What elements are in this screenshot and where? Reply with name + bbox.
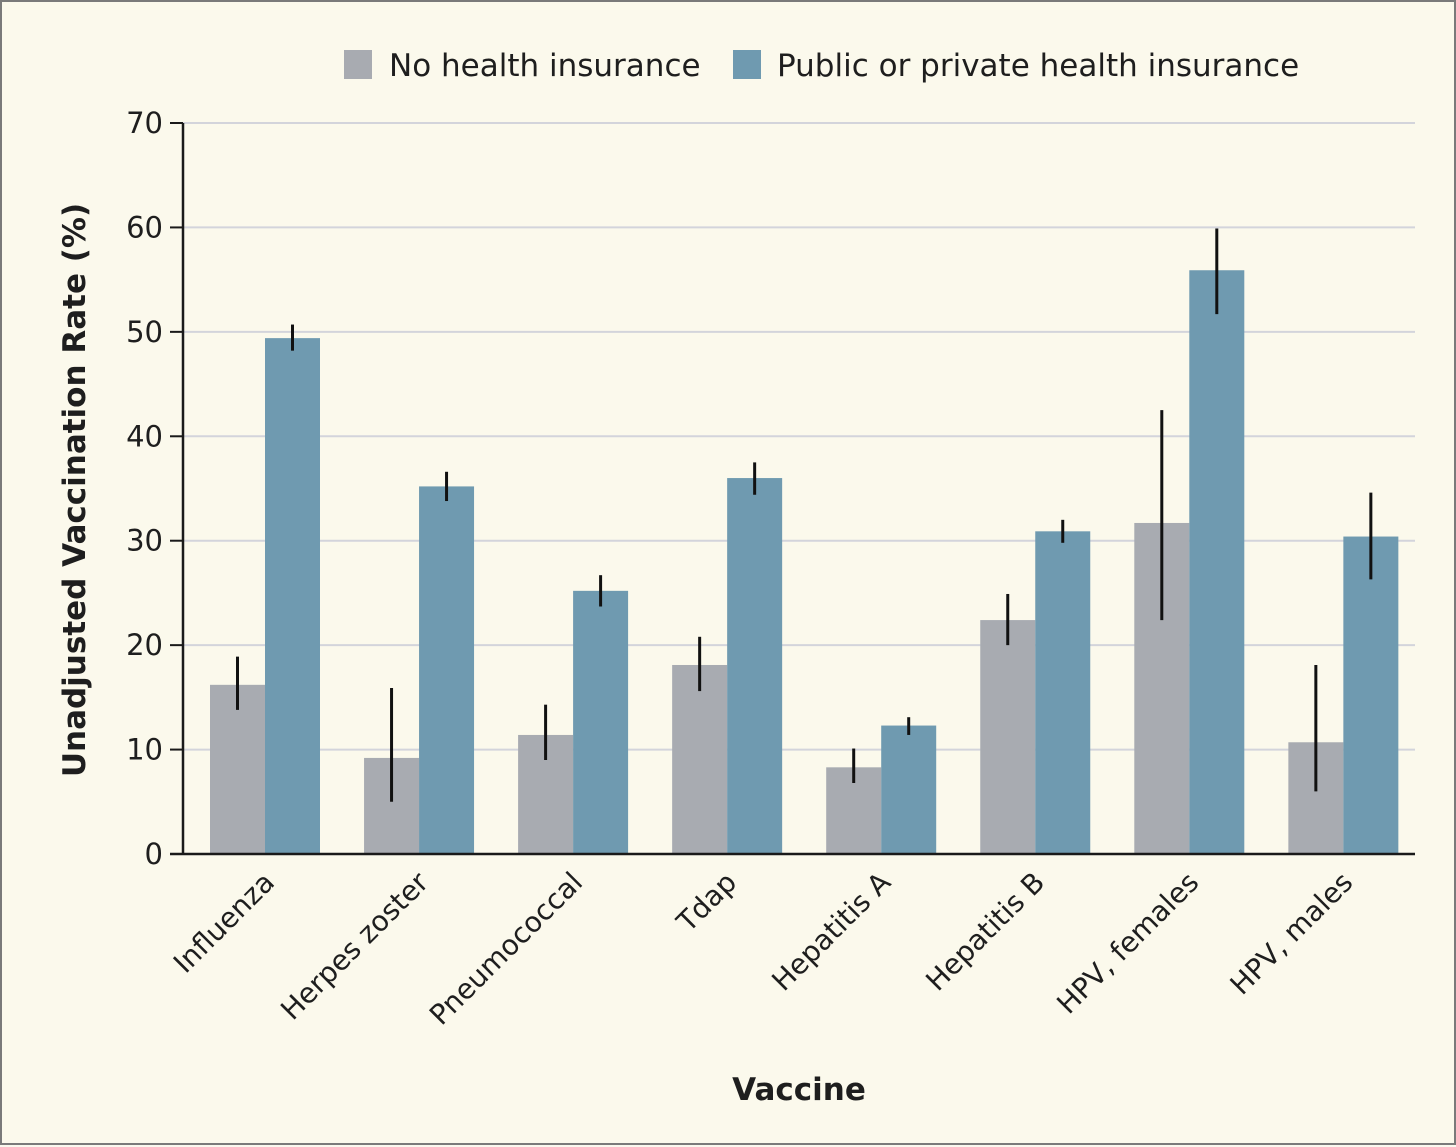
bar-insured xyxy=(727,478,783,854)
x-category-label: Hepatitis B xyxy=(919,866,1051,998)
x-category-label: HPV, females xyxy=(1050,866,1205,1021)
error-bars xyxy=(236,228,1373,802)
bar-insured xyxy=(419,486,475,854)
bar-insured xyxy=(265,338,320,854)
legend-swatch-no-insurance xyxy=(344,50,372,79)
y-tick-label: 60 xyxy=(126,210,163,244)
bars xyxy=(210,270,1399,855)
y-tick-label: 30 xyxy=(126,524,163,558)
bar-insured xyxy=(1035,531,1091,854)
y-tick-label: 50 xyxy=(126,315,163,349)
gridlines xyxy=(183,122,1415,751)
x-category-label: HPV, males xyxy=(1224,866,1360,1002)
bar-no-insurance xyxy=(210,684,265,854)
x-category-label: Tdap xyxy=(670,866,743,939)
bar-no-insurance xyxy=(672,664,728,854)
bar-no-insurance xyxy=(980,620,1036,854)
x-axis-title: Vaccine xyxy=(732,1072,866,1108)
y-tick-label: 20 xyxy=(126,628,163,662)
bar-insured xyxy=(573,590,629,854)
legend-label-insured: Public or private health insurance xyxy=(777,48,1299,84)
y-axis-title: Unadjusted Vaccination Rate (%) xyxy=(57,203,93,777)
x-category-label: Pneumococcal xyxy=(423,866,589,1032)
y-tick-label: 70 xyxy=(126,106,163,140)
bar-insured xyxy=(881,725,937,854)
x-category-label: Herpes zoster xyxy=(274,865,435,1026)
x-category-label: Hepatitis A xyxy=(765,866,897,998)
y-tick-labels: 0 10 20 30 40 50 60 70 xyxy=(126,106,163,871)
legend-label-no-insurance: No health insurance xyxy=(389,48,701,84)
axes xyxy=(170,122,1415,856)
legend-swatch-insured xyxy=(733,50,761,79)
legend: No health insurance Public or private he… xyxy=(344,48,1299,84)
y-tick-label: 40 xyxy=(126,419,163,453)
x-category-label: Influenza xyxy=(167,866,281,980)
y-tick-label: 10 xyxy=(126,733,163,767)
bar-insured xyxy=(1189,270,1245,855)
y-tick-label: 0 xyxy=(145,837,163,871)
bar-insured xyxy=(1343,536,1399,854)
